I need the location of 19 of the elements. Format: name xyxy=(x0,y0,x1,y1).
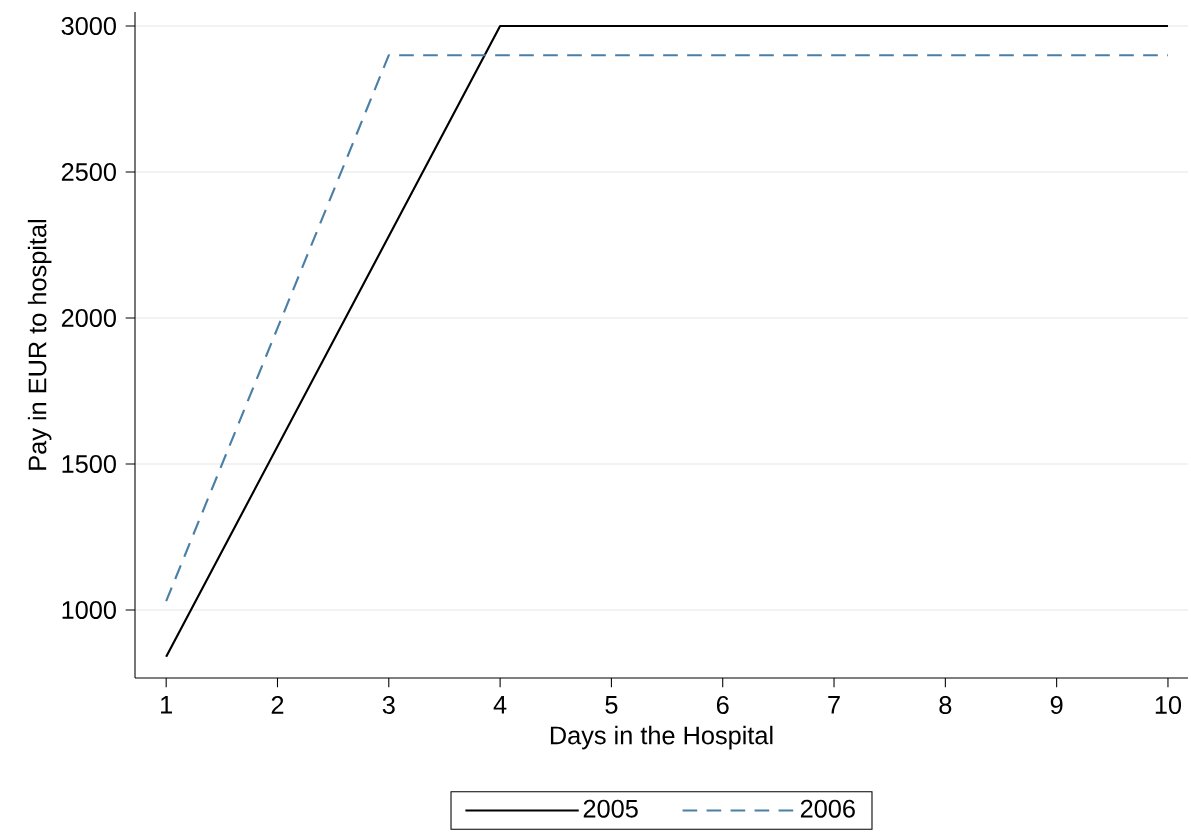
legend-label: 2006 xyxy=(800,799,855,818)
legend-label: 2005 xyxy=(583,799,638,818)
x-tick-label: 8 xyxy=(939,696,952,714)
x-axis-title: Days in the Hospital xyxy=(550,725,773,750)
y-tick-label: 3000 xyxy=(61,17,116,35)
x-tick-label: 4 xyxy=(493,696,507,714)
y-tick-label: 2000 xyxy=(61,309,116,327)
x-tick-label: 5 xyxy=(605,696,618,714)
x-tick-label: 10 xyxy=(1155,696,1182,714)
x-tick-label: 6 xyxy=(716,696,729,714)
y-tick-label: 2500 xyxy=(61,163,116,181)
x-tick-label: 3 xyxy=(382,696,395,714)
y-tick-label: 1500 xyxy=(62,455,116,473)
x-tick-label: 1 xyxy=(161,696,172,714)
y-axis-title: Pay in EUR to hospital xyxy=(27,220,52,470)
x-tick-label: 7 xyxy=(828,696,840,714)
y-tick-label: 1000 xyxy=(62,600,116,619)
x-tick-label: 9 xyxy=(1050,696,1063,714)
x-tick-label: 2 xyxy=(271,696,284,714)
